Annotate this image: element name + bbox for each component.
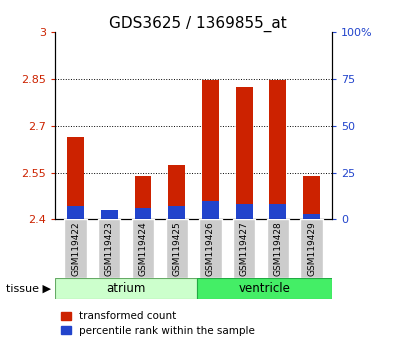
Text: ventricle: ventricle — [239, 282, 290, 295]
Bar — [269, 80, 286, 219]
Bar — [135, 176, 151, 219]
Bar — [132, 219, 154, 278]
Bar — [98, 219, 120, 278]
Text: GSM119429: GSM119429 — [307, 221, 316, 276]
Bar — [135, 208, 151, 219]
Legend: transformed count, percentile rank within the sample: transformed count, percentile rank withi… — [60, 312, 255, 336]
Bar — [67, 137, 84, 219]
Text: GSM119427: GSM119427 — [240, 221, 248, 276]
Bar — [303, 214, 320, 219]
Text: atrium: atrium — [106, 282, 146, 295]
Bar — [55, 278, 197, 299]
Bar — [269, 205, 286, 219]
Bar — [202, 80, 219, 219]
Bar — [197, 278, 332, 299]
Bar — [267, 219, 289, 278]
Bar — [168, 206, 185, 219]
Bar — [64, 219, 87, 278]
Bar — [202, 201, 219, 219]
Bar — [168, 165, 185, 219]
Text: GSM119423: GSM119423 — [105, 221, 114, 276]
Bar — [101, 210, 118, 219]
Bar — [67, 206, 84, 219]
Text: tissue ▶: tissue ▶ — [6, 284, 51, 293]
Text: GSM119428: GSM119428 — [273, 221, 282, 276]
Bar — [301, 219, 323, 278]
Bar — [236, 205, 252, 219]
Bar — [303, 176, 320, 219]
Bar — [101, 210, 118, 219]
Text: GSM119425: GSM119425 — [172, 221, 181, 276]
Bar — [233, 219, 255, 278]
Bar — [199, 219, 222, 278]
Text: GDS3625 / 1369855_at: GDS3625 / 1369855_at — [109, 16, 286, 32]
Text: GSM119426: GSM119426 — [206, 221, 215, 276]
Bar — [166, 219, 188, 278]
Bar — [236, 87, 252, 219]
Text: GSM119422: GSM119422 — [71, 221, 80, 276]
Text: GSM119424: GSM119424 — [139, 221, 147, 276]
